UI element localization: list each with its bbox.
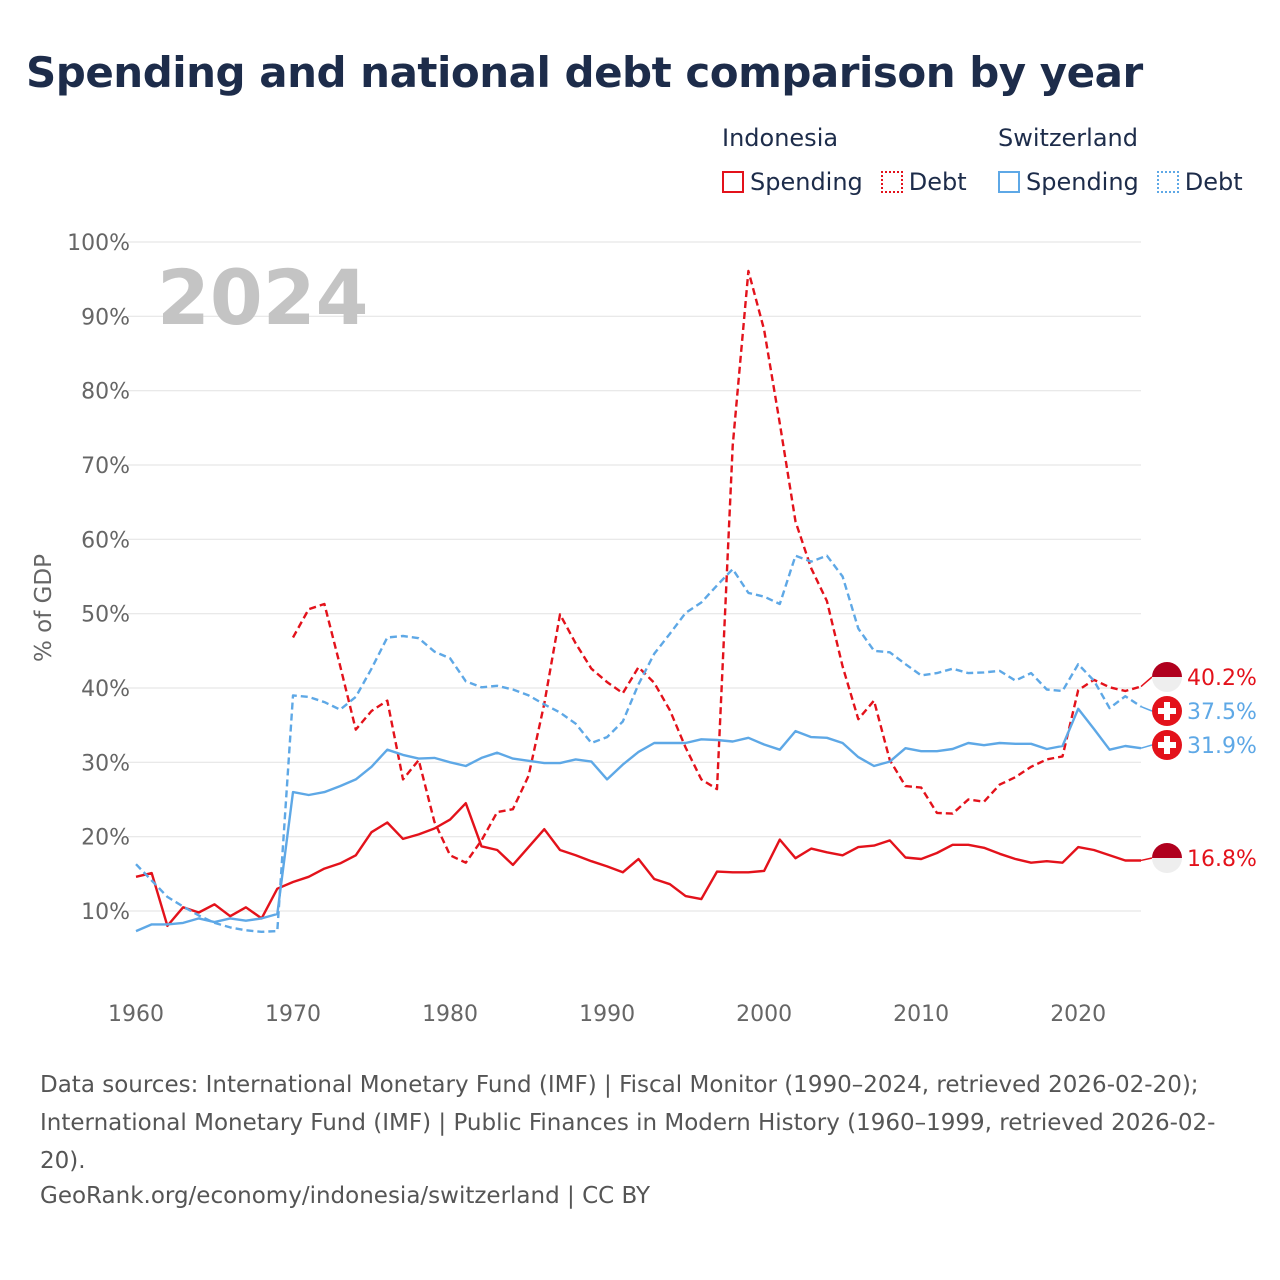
year-watermark: 2024	[157, 253, 369, 342]
legend-item-switzerland-debt[interactable]: Debt	[1156, 168, 1243, 196]
y-axis-ticks: 10% 20% 30% 40% 50% 60% 70% 80% 90% 100%	[67, 231, 130, 925]
y-tick-label: 20%	[81, 826, 130, 851]
end-label-value: 31.9%	[1187, 734, 1257, 759]
series-line-indonesia-spending[interactable]	[135, 802, 1141, 928]
legend-item-switzerland-spending[interactable]: Spending	[998, 168, 1139, 196]
legend-label: Spending	[1026, 168, 1139, 196]
legend-country-indonesia: Indonesia	[722, 124, 839, 152]
line-chart: 10% 20% 30% 40% 50% 60% 70% 80% 90% 100% 1960 1970…	[31, 231, 1257, 1027]
y-tick-label: 100%	[67, 231, 130, 256]
end-label-value: 16.8%	[1187, 847, 1257, 872]
end-label-indonesia: 16.8%	[1140, 843, 1257, 873]
y-tick-label: 40%	[81, 677, 130, 702]
legend-swatch-dotted	[880, 171, 903, 193]
grid-lines	[128, 241, 1141, 912]
legend-label: Debt	[1184, 168, 1243, 196]
end-label-value: 37.5%	[1187, 700, 1257, 725]
indonesia-flag-icon	[1152, 843, 1182, 858]
x-tick-label: 1970	[265, 1002, 321, 1027]
y-tick-label: 80%	[81, 380, 130, 405]
y-axis-label: % of GDP	[31, 554, 57, 662]
legend-item-indonesia-spending[interactable]: Spending	[722, 168, 863, 196]
end-label-switzerland: 31.9%	[1140, 730, 1257, 760]
credit-link[interactable]: GeoRank.org/economy/indonesia/switzerlan…	[40, 1183, 651, 1209]
series-lines	[135, 269, 1142, 933]
legend-label: Spending	[750, 168, 863, 196]
legend-swatch-dotted	[1156, 171, 1179, 193]
y-tick-label: 30%	[81, 751, 130, 776]
series-line-switzerland-debt[interactable]	[135, 554, 1142, 933]
y-tick-label: 60%	[81, 528, 130, 553]
end-label-connector	[1140, 744, 1153, 749]
x-tick-label: 2020	[1050, 1002, 1106, 1027]
y-tick-label: 10%	[81, 900, 130, 925]
end-label-connector	[1140, 857, 1153, 862]
legend-swatch-solid	[722, 171, 744, 193]
x-tick-label: 1990	[579, 1002, 635, 1027]
series-line-indonesia-debt[interactable]	[291, 269, 1142, 864]
end-labels: 40.2% 37.5% 31.9% 16.8%	[1140, 662, 1257, 873]
chart-title: Spending and national debt comparison by…	[26, 48, 1143, 97]
legend-indonesia: Indonesia Spending Debt	[722, 124, 967, 196]
x-tick-label: 1960	[108, 1002, 164, 1027]
y-tick-label: 90%	[81, 305, 130, 330]
y-tick-label: 70%	[81, 454, 130, 479]
data-sources: Data sources: International Monetary Fun…	[40, 1072, 1216, 1174]
end-label-connector	[1140, 705, 1153, 712]
x-tick-label: 2010	[893, 1002, 949, 1027]
end-label-connector	[1140, 676, 1153, 688]
series-line-switzerland-spending[interactable]	[135, 707, 1142, 933]
legend-label: Debt	[908, 168, 967, 196]
indonesia-flag-icon	[1152, 662, 1182, 677]
end-label-value: 40.2%	[1187, 666, 1257, 691]
y-tick-label: 50%	[81, 603, 130, 628]
legend-swatch-solid	[998, 171, 1020, 193]
x-tick-label: 1980	[422, 1002, 478, 1027]
legend-country-switzerland: Switzerland	[998, 124, 1138, 152]
end-label-switzerland: 37.5%	[1140, 696, 1257, 726]
legend-switzerland: Switzerland Spending Debt	[998, 124, 1243, 196]
legend-item-indonesia-debt[interactable]: Debt	[880, 168, 967, 196]
end-label-indonesia: 40.2%	[1140, 662, 1257, 692]
x-tick-label: 2000	[736, 1002, 792, 1027]
x-axis-ticks: 1960 1970 1980 1990 2000 2010 2020	[108, 1002, 1106, 1027]
